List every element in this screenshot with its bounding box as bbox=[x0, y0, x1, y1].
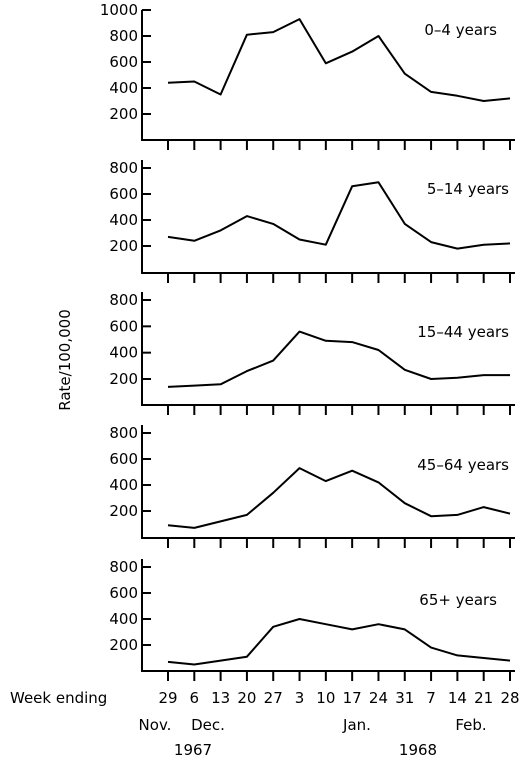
panel-axes bbox=[141, 425, 515, 539]
x-tick-labels: 29 6 13 20 27 3 10 17 24 31 7 14 21 28 bbox=[158, 689, 519, 707]
panel-1: 200 400 600 800 1000 0–4 years bbox=[100, 1, 515, 150]
panel-2: 200 400 600 800 5–14 years bbox=[109, 159, 515, 283]
y-tick-label: 200 bbox=[109, 636, 138, 654]
x-tick-label: 21 bbox=[474, 689, 493, 707]
panel-axes bbox=[141, 292, 515, 406]
y-tick-label: 800 bbox=[109, 558, 138, 576]
y-tick-label: 600 bbox=[109, 317, 138, 335]
y-tick-label: 800 bbox=[109, 291, 138, 309]
panel-3: 200 400 600 800 15–44 years bbox=[109, 291, 515, 415]
x-tick-label: 29 bbox=[158, 689, 177, 707]
x-tick-label: 14 bbox=[448, 689, 467, 707]
series-line bbox=[167, 18, 511, 102]
x-tick-label: 17 bbox=[343, 689, 362, 707]
panel-4: 200 400 600 800 45–64 years bbox=[109, 424, 515, 548]
x-tick-label: 13 bbox=[211, 689, 230, 707]
series-line bbox=[167, 467, 511, 529]
month-labels: Nov. Dec. Jan. Feb. bbox=[139, 716, 487, 734]
y-axis-label: Rate/100,000 bbox=[56, 309, 74, 410]
month-label: Jan. bbox=[342, 716, 371, 734]
panel-axes bbox=[141, 559, 515, 672]
y-tick-label: 400 bbox=[109, 476, 138, 494]
x-tick-label: 3 bbox=[295, 689, 305, 707]
month-label: Feb. bbox=[455, 716, 486, 734]
x-tick-label: 31 bbox=[395, 689, 414, 707]
y-tick-label: 200 bbox=[109, 237, 138, 255]
x-tick-label: 24 bbox=[369, 689, 388, 707]
panel-axes bbox=[141, 160, 515, 274]
year-label: 1967 bbox=[174, 741, 212, 759]
panel-5: 200 400 600 800 65+ years bbox=[109, 558, 515, 681]
panel-label: 45–64 years bbox=[417, 456, 509, 474]
y-tick-label: 600 bbox=[109, 450, 138, 468]
y-tick-label: 600 bbox=[109, 53, 138, 71]
x-tick-label: 6 bbox=[190, 689, 200, 707]
x-axis-caption: Week ending bbox=[10, 689, 107, 707]
y-tick-label: 1000 bbox=[100, 1, 138, 19]
y-tick-label: 400 bbox=[109, 610, 138, 628]
panel-label: 15–44 years bbox=[417, 323, 509, 341]
panel-label: 5–14 years bbox=[427, 180, 509, 198]
x-tick-label: 28 bbox=[500, 689, 519, 707]
x-tick-label: 27 bbox=[264, 689, 283, 707]
panel-label: 0–4 years bbox=[424, 21, 497, 39]
y-tick-label: 800 bbox=[109, 27, 138, 45]
y-tick-label: 600 bbox=[109, 185, 138, 203]
x-tick-label: 7 bbox=[426, 689, 436, 707]
y-tick-label: 400 bbox=[109, 344, 138, 362]
year-label: 1968 bbox=[399, 741, 437, 759]
y-tick-label: 400 bbox=[109, 211, 138, 229]
month-label: Nov. bbox=[139, 716, 172, 734]
y-tick-label: 600 bbox=[109, 584, 138, 602]
y-tick-label: 200 bbox=[109, 502, 138, 520]
y-tick-label: 200 bbox=[109, 105, 138, 123]
series-line bbox=[167, 330, 510, 388]
y-tick-label: 800 bbox=[109, 159, 138, 177]
panel-label: 65+ years bbox=[419, 591, 497, 609]
y-tick-label: 400 bbox=[109, 79, 138, 97]
x-tick-label: 10 bbox=[316, 689, 335, 707]
panel-axes bbox=[141, 10, 515, 141]
y-tick-label: 200 bbox=[109, 370, 138, 388]
y-tick-label: 800 bbox=[109, 424, 138, 442]
series-line bbox=[167, 618, 511, 666]
month-label: Dec. bbox=[191, 716, 225, 734]
year-labels: 1967 1968 bbox=[174, 741, 437, 759]
x-tick-label: 20 bbox=[237, 689, 256, 707]
series-line bbox=[167, 181, 511, 250]
panels: 200 400 600 800 1000 0–4 years 200 400 600 800 5–1… bbox=[100, 1, 515, 681]
